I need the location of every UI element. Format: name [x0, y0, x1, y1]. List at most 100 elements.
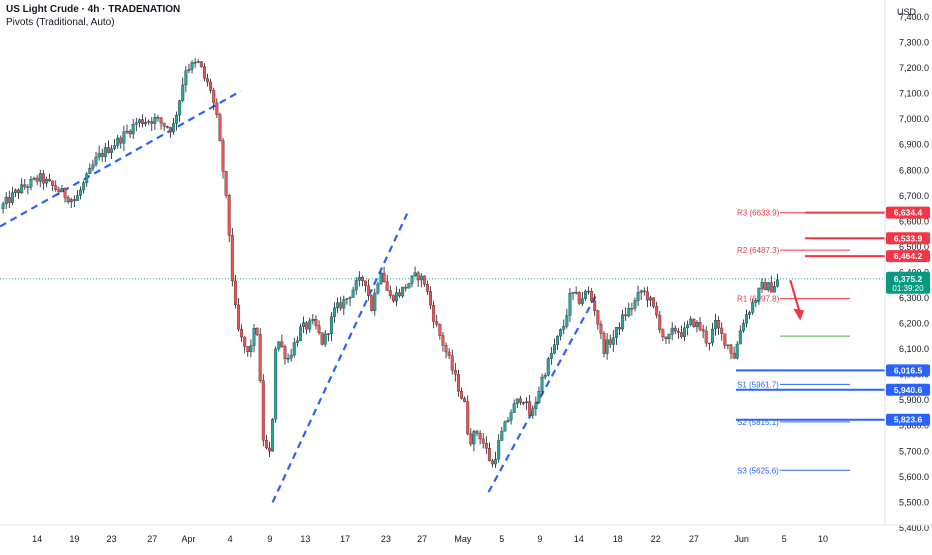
candle-body	[373, 292, 377, 311]
candle-body	[172, 123, 175, 133]
candle-body	[295, 340, 299, 343]
x-tick-label: 27	[417, 534, 427, 544]
price-badge-label: 6,634.4	[894, 208, 923, 218]
candle-body	[150, 121, 154, 124]
candle-body	[460, 391, 463, 399]
trendline-may-trend[interactable]	[487, 292, 599, 493]
candle-body	[63, 188, 67, 198]
candle-body	[776, 279, 779, 287]
candle-body	[144, 122, 148, 125]
candle-body	[636, 292, 640, 301]
candle-body	[308, 320, 312, 330]
candle-body	[484, 443, 488, 449]
candle-body	[82, 182, 86, 191]
candle-body	[574, 292, 578, 294]
y-tick-label: 5,500.0	[899, 497, 929, 507]
candle-body	[26, 186, 30, 189]
indicator-label[interactable]: Pivots (Traditional, Auto)	[6, 17, 115, 28]
candle-body	[515, 398, 519, 404]
candle-body	[738, 330, 742, 345]
candle-body	[732, 352, 736, 359]
candle-body	[444, 345, 448, 353]
trendline-march-trend[interactable]	[0, 90, 242, 228]
candle-body	[122, 131, 126, 144]
candle-body	[472, 431, 476, 445]
candle-body	[540, 377, 544, 392]
candle-body	[645, 291, 649, 301]
candle-body	[580, 298, 584, 304]
candle-body	[751, 302, 755, 313]
candle-body	[590, 291, 594, 302]
y-tick-label: 7,000.0	[899, 114, 929, 124]
candle-body	[113, 145, 117, 149]
y-tick-label: 6,200.0	[899, 319, 929, 329]
chart-title: US Light Crude · 4h · TRADENATION	[6, 4, 181, 15]
candle-body	[264, 440, 268, 449]
candle-body	[100, 152, 104, 157]
candle-body	[255, 327, 259, 335]
candle-body	[88, 167, 92, 174]
candle-body	[692, 318, 696, 327]
candle-body	[562, 326, 566, 330]
y-tick-label: 7,200.0	[899, 63, 929, 73]
candle-body	[707, 342, 711, 345]
x-tick-label: 17	[340, 534, 350, 544]
candle-body	[178, 100, 182, 116]
x-tick-label: 14	[574, 534, 584, 544]
candle-body	[280, 341, 284, 347]
candle-body	[243, 336, 247, 347]
price-badge-label: 5,823.6	[894, 415, 923, 425]
candle-body	[51, 180, 55, 186]
candle-body	[435, 321, 439, 325]
y-tick-label: 6,300.0	[899, 293, 929, 303]
candle-body	[769, 282, 773, 293]
candle-body	[382, 272, 386, 282]
x-tick-label: 14	[32, 534, 42, 544]
candle-body	[456, 374, 460, 392]
pivot-layer: R3 (6633.9)R2 (6487.3)R1 (6297.8)S1 (596…	[737, 209, 850, 475]
candle-body	[66, 197, 70, 203]
candle-body	[537, 391, 541, 403]
candle-body	[311, 319, 315, 322]
candle-body	[766, 282, 770, 291]
candle-body	[630, 308, 634, 310]
candle-body	[577, 292, 581, 304]
candle-body	[518, 398, 522, 403]
candle-body	[614, 327, 618, 338]
candle-body	[1, 203, 5, 209]
candle-body	[240, 328, 244, 338]
candle-body	[593, 300, 597, 311]
candle-body	[165, 126, 169, 128]
x-tick-label: 10	[818, 534, 828, 544]
x-tick-label: May	[454, 534, 472, 544]
candle-body	[277, 341, 281, 350]
candle-body	[376, 283, 380, 294]
candle-body	[190, 62, 194, 70]
candle-body	[686, 324, 690, 329]
trendline-april-trend[interactable]	[271, 213, 409, 503]
trendline-layer	[0, 90, 599, 503]
candle-body	[429, 291, 433, 306]
candle-body	[553, 344, 556, 354]
arrow-layer	[789, 279, 805, 321]
candle-body	[391, 295, 395, 302]
candle-body	[689, 318, 693, 325]
x-tick-label: 9	[537, 534, 542, 544]
candle-body	[162, 122, 166, 127]
candle-body	[398, 292, 402, 297]
pivot-label: S1 (5961.7)	[737, 380, 779, 389]
x-tick-label: 27	[147, 534, 157, 544]
candle-body	[571, 292, 575, 294]
price-badge-label: 6,016.5	[894, 365, 923, 375]
candle-body	[54, 185, 58, 190]
candle-body	[252, 327, 256, 346]
candle-body	[351, 289, 355, 298]
candle-body	[85, 173, 89, 183]
candle-body	[624, 314, 628, 317]
candle-body	[35, 177, 39, 182]
candle-body	[249, 345, 253, 352]
candle-body	[283, 346, 287, 359]
candle-body	[568, 293, 572, 316]
